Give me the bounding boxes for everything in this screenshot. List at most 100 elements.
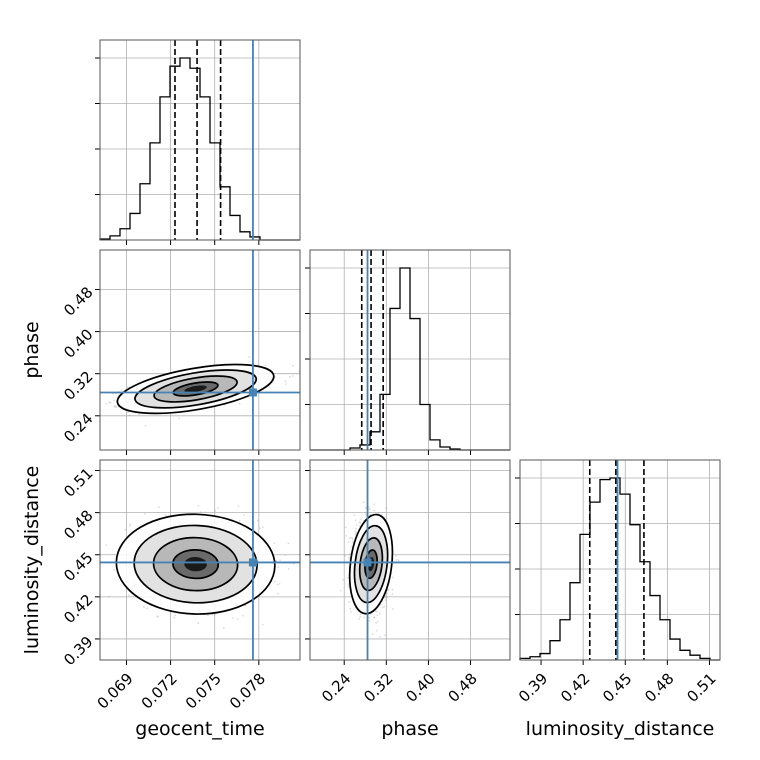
sample-point [279, 559, 281, 561]
sample-point [248, 356, 251, 359]
sample-point [342, 578, 344, 581]
sample-point [383, 605, 386, 608]
histogram-step-luminosity-distance [519, 477, 720, 661]
sample-point [126, 386, 129, 388]
sample-point [197, 622, 200, 625]
sample-point [364, 506, 367, 509]
sample-point [277, 566, 280, 568]
sample-point [144, 424, 147, 427]
sample-point [373, 509, 376, 512]
sample-point [391, 593, 394, 596]
sample-point [113, 405, 116, 408]
sample-point [358, 521, 361, 524]
sample-point [268, 386, 271, 389]
sample-point [174, 614, 177, 617]
sample-point [238, 402, 241, 405]
sample-point [381, 606, 384, 609]
sample-point [120, 389, 123, 392]
density-level [184, 385, 207, 393]
sample-point [344, 555, 347, 557]
sample-point [355, 531, 357, 534]
sample-point [108, 401, 111, 404]
sample-point [352, 540, 354, 543]
sample-point [378, 635, 381, 638]
sample-point [129, 523, 132, 526]
sample-point [214, 510, 217, 512]
sample-point [256, 519, 259, 522]
sample-point [231, 617, 234, 619]
sample-point [384, 595, 387, 597]
sample-point [354, 519, 357, 522]
contour-line [134, 369, 258, 409]
sample-point [347, 557, 350, 559]
panel-content [100, 460, 300, 660]
sample-point [363, 616, 366, 619]
sample-point [157, 511, 160, 514]
sample-point [164, 514, 167, 516]
sample-point [376, 620, 379, 623]
sample-point [385, 507, 388, 510]
truth-marker [248, 388, 257, 397]
sample-point [344, 526, 347, 529]
sample-point [375, 629, 378, 632]
y-axis-label-luminosity-distance: luminosity_distance [21, 466, 43, 655]
panel-frame [99, 39, 301, 241]
sample-point [384, 599, 387, 601]
panel-frame [99, 459, 301, 661]
sample-point [146, 607, 149, 610]
sample-point [339, 589, 342, 592]
sample-point [353, 514, 356, 516]
sample-point [386, 592, 388, 594]
sample-point [127, 411, 129, 414]
sample-point [197, 504, 200, 507]
sample-point [284, 554, 287, 556]
sample-point [355, 527, 357, 530]
sample-point [109, 401, 112, 404]
sample-point [128, 414, 131, 416]
sample-point [276, 592, 279, 595]
sample-point [346, 576, 349, 579]
sample-point [291, 375, 294, 377]
sample-point [362, 501, 365, 504]
sample-point [359, 613, 362, 616]
sample-point [213, 613, 216, 616]
sample-point [157, 615, 159, 618]
sample-point [285, 383, 287, 385]
sample-point [384, 634, 386, 637]
sample-point [371, 633, 374, 635]
sample-point [360, 518, 363, 520]
sample-point [223, 627, 225, 629]
sample-point [375, 610, 378, 613]
sample-point [351, 538, 354, 541]
sample-point [284, 380, 287, 383]
sample-point [115, 406, 118, 408]
sample-point [105, 544, 108, 547]
sample-point [359, 522, 362, 525]
truth-marker [363, 558, 372, 567]
sample-point [358, 618, 360, 620]
sample-point [364, 513, 367, 515]
sample-point [144, 513, 146, 515]
sample-point [380, 604, 382, 606]
x-axis-label-phase: phase [381, 718, 438, 740]
sample-point [200, 511, 202, 514]
sample-point [128, 594, 131, 596]
sample-point [113, 399, 116, 402]
sample-point [107, 595, 110, 598]
sample-point [348, 553, 351, 556]
panel-content [310, 460, 510, 660]
sample-point [287, 567, 290, 570]
sample-point [397, 559, 400, 562]
sample-point [377, 512, 380, 515]
sample-point [354, 533, 357, 536]
sample-point [355, 524, 358, 526]
sample-point [236, 618, 239, 621]
panel-content [100, 250, 300, 450]
sample-point [392, 608, 394, 610]
sample-point [261, 623, 264, 626]
sample-point [387, 589, 390, 592]
sample-point [347, 541, 350, 543]
y-axis-label-phase: phase [21, 321, 43, 378]
sample-point [207, 614, 209, 617]
